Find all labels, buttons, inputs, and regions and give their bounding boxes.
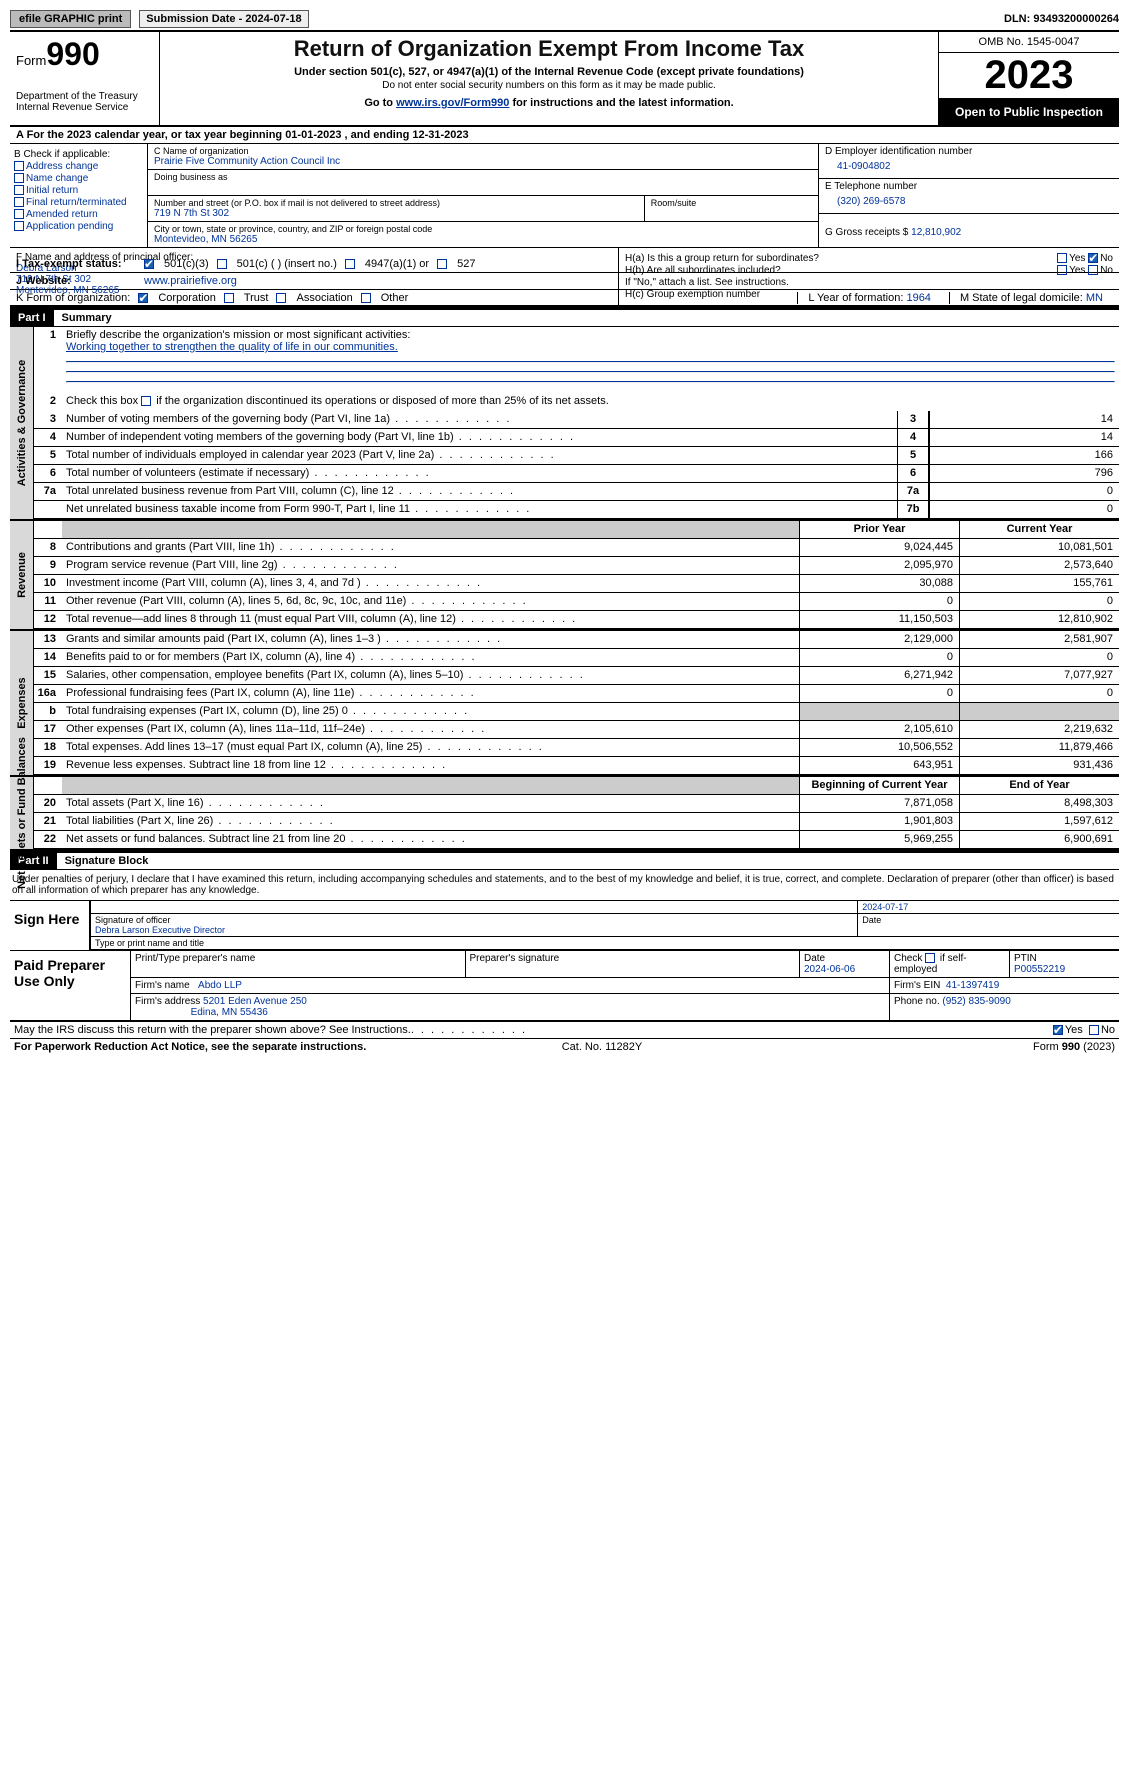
firm-phone: (952) 835-9090 [942,996,1010,1007]
firm-name: Abdo LLP [198,980,242,991]
firm-addr: 5201 Eden Avenue 250 [203,996,307,1007]
paid-preparer-block: Paid Preparer Use Only Print/Type prepar… [10,951,1119,1022]
row-a-tax-year: A For the 2023 calendar year, or tax yea… [10,127,1119,144]
ptin: P00552219 [1014,964,1065,975]
prep-date: 2024-06-06 [804,964,855,975]
form-title: Return of Organization Exempt From Incom… [164,36,934,62]
chk-self-employed[interactable] [925,953,935,963]
chk-final-return[interactable] [14,197,24,207]
dln: DLN: 93493200000264 [1004,13,1119,25]
chk-4947[interactable] [345,259,355,269]
signature-preamble: Under penalties of perjury, I declare th… [10,870,1119,901]
state-domicile: MN [1086,292,1103,304]
footer: For Paperwork Reduction Act Notice, see … [10,1039,1119,1055]
chk-hb-no[interactable] [1088,265,1098,275]
sign-here-block: Sign Here 2024-07-17 Signature of office… [10,901,1119,951]
chk-ha-no[interactable] [1088,253,1098,263]
chk-discontinued[interactable] [141,396,151,406]
chk-hb-yes[interactable] [1057,265,1067,275]
org-city: Montevideo, MN 56265 [154,234,812,245]
sig-date: 2024-07-17 [862,902,908,912]
part-ii-header: Part II Signature Block [10,851,1119,870]
chk-527[interactable] [437,259,447,269]
org-street: 719 N 7th St 302 [154,208,638,219]
ein: 41-0904802 [825,157,1113,176]
subtitle-3: Go to www.irs.gov/Form990 for instructio… [164,97,934,109]
open-inspection: Open to Public Inspection [939,99,1119,125]
chk-may-no[interactable] [1089,1025,1099,1035]
box-d-e-g: D Employer identification number41-09048… [819,144,1119,247]
chk-trust[interactable] [224,293,234,303]
tax-year: 2023 [939,53,1119,99]
chk-address-change[interactable] [14,161,24,171]
officer-signature: Debra Larson Executive Director [95,925,225,935]
chk-may-yes[interactable] [1053,1025,1063,1035]
chk-assoc[interactable] [276,293,286,303]
entity-block: B Check if applicable: Address change Na… [10,144,1119,248]
year-formation: 1964 [906,292,930,304]
dept-treasury: Department of the Treasury Internal Reve… [16,91,153,113]
subtitle-1: Under section 501(c), 527, or 4947(a)(1)… [164,66,934,78]
chk-501c[interactable] [217,259,227,269]
chk-name-change[interactable] [14,173,24,183]
omb-number: OMB No. 1545-0047 [939,32,1119,53]
firm-ein: 41-1397419 [946,980,999,991]
may-irs-discuss: May the IRS discuss this return with the… [10,1022,1119,1039]
box-c: C Name of organizationPrairie Five Commu… [148,144,819,247]
phone: (320) 269-6578 [825,192,1113,211]
row-i-tax-exempt [10,252,570,256]
summary-revenue: Revenue Prior YearCurrent Year 8Contribu… [10,521,1119,631]
org-name: Prairie Five Community Action Council In… [154,156,812,167]
irs-link[interactable]: www.irs.gov/Form990 [396,97,509,109]
summary-governance: Activities & Governance 1Briefly describ… [10,327,1119,521]
gross-receipts: 12,810,902 [911,227,961,238]
chk-ha-yes[interactable] [1057,253,1067,263]
form-number: Form990 [16,36,153,73]
subtitle-2: Do not enter social security numbers on … [164,80,934,91]
chk-application-pending[interactable] [14,221,24,231]
part-i-header: Part I Summary [10,308,1119,327]
chk-amended-return[interactable] [14,209,24,219]
chk-other[interactable] [361,293,371,303]
summary-net-assets: Net Assets or Fund Balances Beginning of… [10,777,1119,851]
form-header: Form990 Department of the Treasury Inter… [10,32,1119,127]
chk-corp[interactable] [138,293,148,303]
submission-date: Submission Date - 2024-07-18 [139,10,308,28]
top-bar: efile GRAPHIC print Submission Date - 20… [10,10,1119,32]
website-url[interactable]: www.prairiefive.org [144,275,237,287]
efile-print-button[interactable]: efile GRAPHIC print [10,10,131,28]
chk-initial-return[interactable] [14,185,24,195]
summary-expenses: Expenses 13Grants and similar amounts pa… [10,631,1119,777]
chk-501c3[interactable] [144,259,154,269]
box-b: B Check if applicable: Address change Na… [10,144,148,247]
mission-statement: Working together to strengthen the quali… [66,341,398,353]
